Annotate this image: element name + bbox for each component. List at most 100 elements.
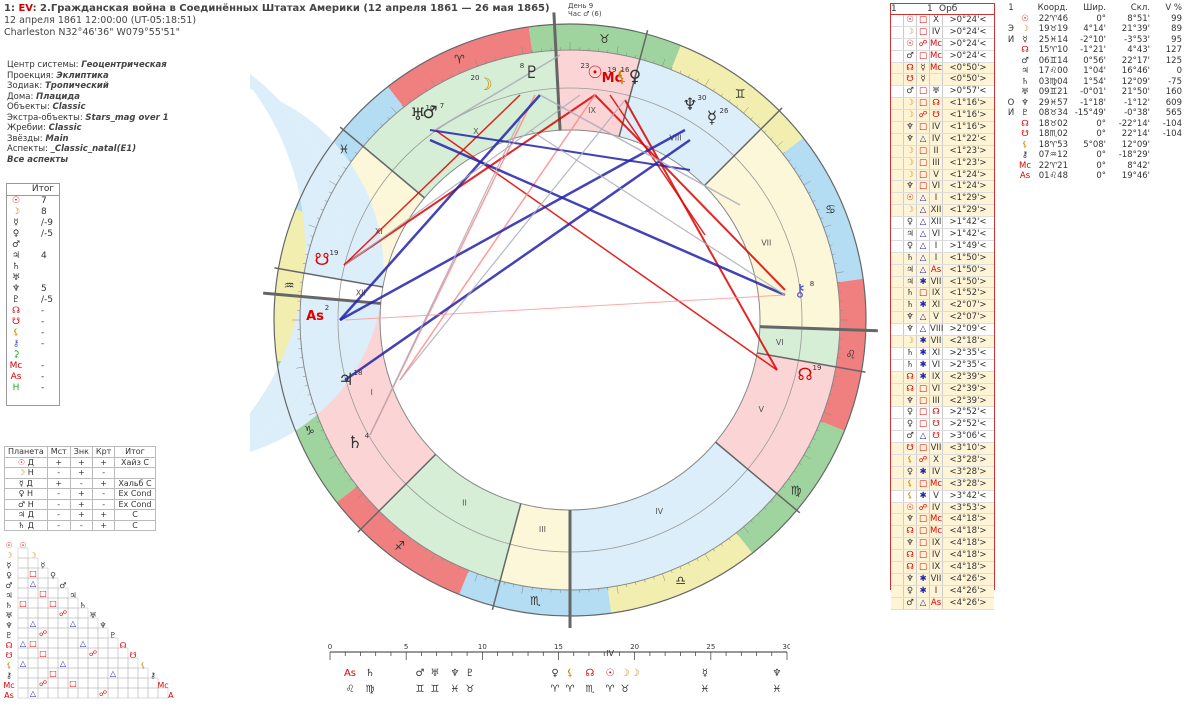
aspect-list-row[interactable]: ☽ □ II <1°23'> [891,145,994,158]
coords-row: ♅ 09♊21 -0°01' 21°50' 160 [1004,87,1198,98]
aspect-type: ☍ [917,38,930,50]
natal-chart-wheel[interactable]: ♈♉♊♋♌♍♎♏♐♑♒♓IIIIIIIVVVIVIIVIIIIXXXIXIII2… [250,0,890,640]
aspect-list-row[interactable]: ☊ ✱ IX <2°39'> [891,371,994,384]
aspect-list-row[interactable]: ♀ △ XII >1°42'< [891,217,994,230]
aspect-list-row[interactable]: ♃ ✱ VII <1°50'> [891,276,994,289]
aspect-list-row[interactable]: ☋ □ VII <3°10'> [891,443,994,455]
coords-header [1018,3,1032,14]
aspect-list-row[interactable]: ☽ ☍ ☋ <1°16'> [891,110,994,123]
planet-glyph[interactable]: ⚷ [794,281,806,301]
aspect-list-row[interactable]: ⚸ ☍ X <3°28'> [891,454,994,467]
aspect-list-row[interactable]: ♆ □ III <2°39'> [891,395,994,408]
grid-row-glyph: ☽ [5,551,12,560]
grid-cell [37,687,49,699]
degree-tick [834,262,838,265]
aspect-list-row[interactable]: ♄ ✱ XI >2°35'< [891,347,994,360]
zodiac-sector [820,278,866,431]
aspect-list-row[interactable]: ♄ □ IX <1°52'> [891,288,994,301]
coords-cell: ♃ [1021,66,1029,76]
aspect-list-row[interactable]: ♀ □ ☋ >2°52'< [891,419,994,432]
planet-glyph[interactable]: ♆ [682,95,697,115]
planet-glyph[interactable]: ⚸ [616,67,628,87]
aspect-line [594,94,786,291]
aspect-orb: <4°26'> [949,573,987,584]
aspect-list-row[interactable]: ♀ ✱ I <4°26'> [891,585,994,598]
grid-cell [77,667,89,679]
planet-glyph[interactable]: As [306,309,324,324]
aspect-list-row[interactable]: ☽ △ XII <1°29'> [891,205,994,218]
planet-glyph[interactable]: ♀ [629,67,641,87]
aspect-list-row[interactable]: ☊ ☿ Mc <0°50'> [891,62,994,75]
aspect-list-row[interactable]: ☽ □ IV >0°24'< [891,26,994,39]
planet-glyph: ⚷ [12,339,20,349]
grid-aspect-mark: △ [60,659,67,668]
aspect-list-row[interactable]: ☽ □ ☊ <1°16'> [891,98,994,111]
aspect-list-row[interactable]: ♄ △ I <1°50'> [891,252,994,265]
planet-glyph[interactable]: ☿ [707,108,717,128]
aspect-list-row[interactable]: ♀ △ I >1°49'< [891,240,994,253]
aspect-line [369,119,521,436]
aspect-list-row[interactable]: ☊ □ Mc <4°18'> [891,526,994,539]
grid-cell [47,607,59,619]
aspect-list-row[interactable]: ♂ △ ☋ >3°06'< [891,431,994,444]
planet-glyph[interactable]: ☊ [797,365,812,385]
aspect-list-row[interactable]: ♄ ✱ XI <2°07'> [891,300,994,313]
degree-tick [653,60,655,64]
coords-cell: И [1007,34,1015,45]
planet-glyph[interactable]: ☋ [314,250,329,270]
aspect-list-row[interactable]: ☊ □ IX <4°18'> [891,561,994,574]
coords-cell: -1°21' [1080,45,1106,55]
aspect-list-row[interactable]: ♃ △ VI >1°42'< [891,229,994,241]
coords-cell: О [1007,97,1015,108]
aspect-list-row[interactable]: ☊ □ VI <2°39'> [891,383,994,396]
aspect-list-row[interactable]: ♆ △ IV <1°22'< [891,133,994,146]
aspect-list-row[interactable]: ☉ ☍ Mc >0°24'< [891,38,994,51]
aspect-list-row[interactable]: ♂ □ Mc >0°24'< [891,50,994,63]
coords-cell: ☽ [1021,24,1029,34]
planet-glyph[interactable]: ♅ [410,105,425,125]
planet-glyph[interactable]: Mc [602,71,623,86]
degree-tick [782,151,786,154]
planet-glyph[interactable]: ♄ [347,433,362,453]
aspect-list-row[interactable]: ♆ △ V <2°07'> [891,312,994,325]
aspect-list-row[interactable]: ♆ ✱ VII <4°26'> [891,573,994,586]
ruler-tick-label: 15 [554,643,563,651]
planet-glyph[interactable]: ♇ [524,63,539,83]
aspect-list-row[interactable]: ♃ △ As <1°50'> [891,264,994,277]
aspect-planet-a: ♆ [904,395,917,407]
aspect-list-cell [891,550,904,561]
aspect-list-row[interactable]: ♆ □ Mc <4°18'> [891,514,994,527]
planet-glyph[interactable]: ☽ [477,75,492,95]
setting-value: Stars_mag over 1 [85,112,169,123]
aspect-list-row[interactable]: ♂ □ ♅ >0°57'< [891,86,994,99]
planet-glyph[interactable]: ☉ [587,63,602,83]
aspect-list-row[interactable]: ♆ □ VI <1°24'> [891,181,994,194]
aspect-list-row[interactable]: ☽ ✱ VII <2°18'> [891,336,994,348]
degree-tick [366,500,370,503]
grid-row-glyph: ☋ [5,651,12,660]
planet-glyph[interactable]: ♂ [422,103,437,123]
aspect-list-row[interactable]: ☉ □ X >0°24'< [891,15,994,27]
aspect-list-row[interactable]: ♄ ✱ VI >2°35'< [891,359,994,372]
planet-glyph[interactable]: ♃ [338,370,353,390]
aspect-list-row[interactable]: ♂ △ As <4°26'> [891,597,994,610]
aspect-line [339,128,686,322]
aspect-list-row[interactable]: ♆ △ VIII >2°09'< [891,324,994,337]
degree-tick [750,116,753,120]
aspect-list-row[interactable]: ⚸ □ Mc <3°28'> [891,478,994,491]
event-title[interactable]: 1: EV: 2.Гражданская война в Соединённых… [4,3,550,14]
aspect-list-row[interactable]: ♀ ✱ IV <3°28'> [891,466,994,479]
aspect-list-row[interactable]: ☉ ☍ IV <3°53'> [891,502,994,515]
aspect-list-cell [891,431,904,443]
aspect-list-row[interactable]: ☊ □ IV <4°18'> [891,550,994,562]
aspect-list-row[interactable]: ☽ □ III <1°23'> [891,157,994,170]
aspect-list-row[interactable]: ♆ □ IV <1°16'> [891,122,994,134]
degree-tick [329,180,337,186]
setting-value: _Classic_natal(E1) [50,144,137,154]
aspect-list-row[interactable]: ☉ △ I <1°29'> [891,193,994,206]
aspect-list-row[interactable]: ♀ □ ☊ >2°52'< [891,407,994,420]
aspect-list-row[interactable]: ⚸ ✱ V >3°42'< [891,490,994,503]
aspect-list-row[interactable]: ☋ ☿ <0°50'> [891,74,994,87]
aspect-list-row[interactable]: ☽ □ V <1°24'> [891,169,994,182]
aspect-list-row[interactable]: ♆ □ IX <4°18'> [891,538,994,551]
